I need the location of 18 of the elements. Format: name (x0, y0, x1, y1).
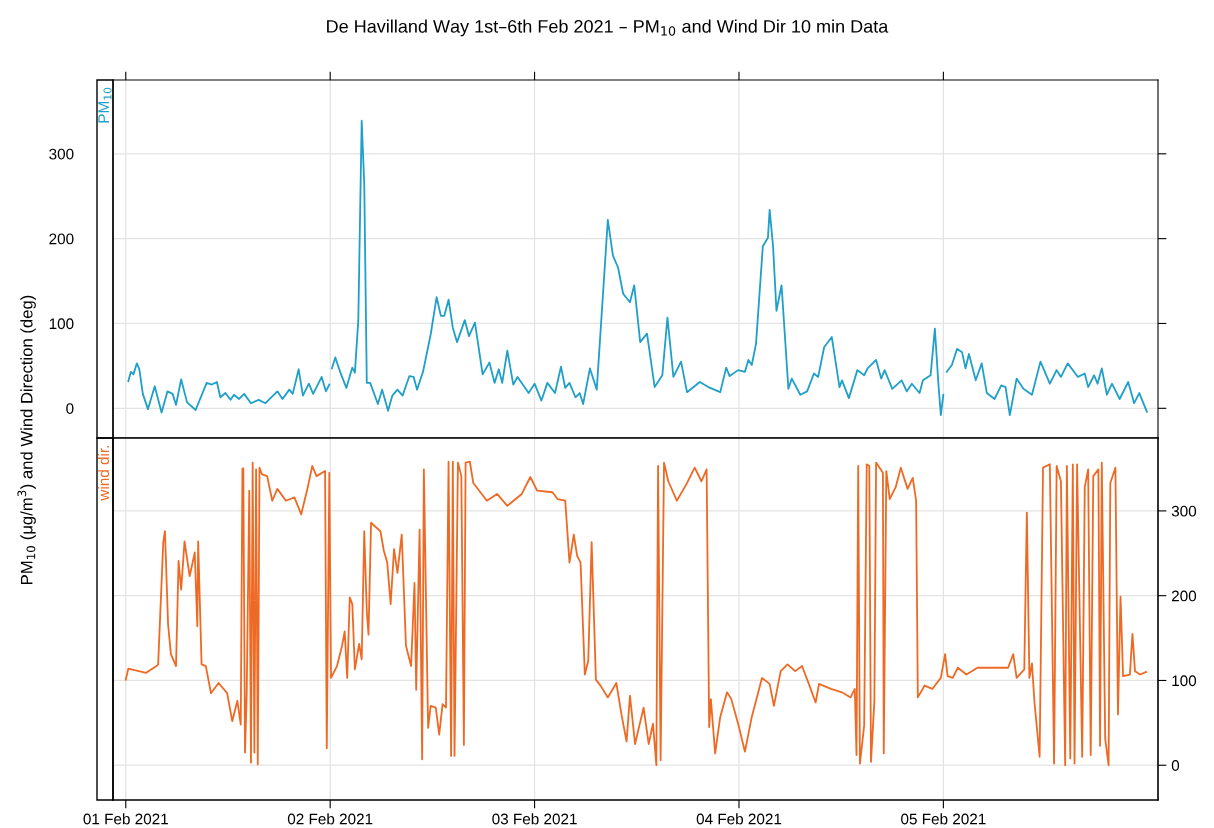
y-tick-label: 100 (49, 318, 74, 330)
y2-tick-label: 100 (1172, 675, 1197, 687)
chart-title: De Havilland Way 1st–6th Feb 2021 – PM$_{10}$ and Wind Dir 10 min Data (327, 19, 889, 37)
line-series (124, 460, 1147, 767)
y2-tick-label: 200 (1171, 590, 1197, 602)
text: wind dir. (97, 446, 110, 501)
y-axis-title: PM$_{10}$ (μg/m$^{3}$) and Wind Direction (deg) (17, 295, 36, 584)
y-tick-label: 300 (49, 148, 74, 160)
y2-tick-label: 300 (1171, 505, 1197, 517)
x-tick-label: 01 Feb 2021 (83, 813, 168, 825)
x-tick-label: 05 Feb 2021 (901, 813, 986, 825)
y-tick-label: 200 (49, 233, 74, 245)
y-tick-label: 0 (66, 403, 74, 414)
text: PM$_{10}$ (98, 87, 112, 123)
x-tick-label: 02 Feb 2021 (287, 813, 373, 825)
y2-tick-label: 0 (1171, 760, 1180, 771)
x-tick-label: 03 Feb 2021 (492, 813, 577, 825)
x-tick-label: 04 Feb 2021 (696, 813, 782, 825)
